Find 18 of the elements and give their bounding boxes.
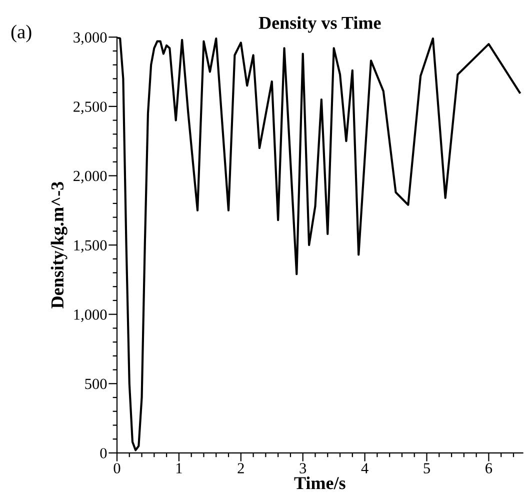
y-tick-label: 0 — [100, 448, 107, 458]
x-axis-title: Time/s — [294, 476, 346, 490]
x-tick-label: 1 — [176, 463, 182, 474]
y-axis-title: Density/kg.m^-3 — [50, 182, 68, 308]
y-tick-label: 3,000 — [74, 32, 107, 45]
y-tick-label: 1,500 — [74, 240, 107, 253]
x-tick-label: 6 — [486, 463, 492, 474]
y-tick-label: 2,000 — [74, 170, 107, 184]
y-tick-label: 500 — [85, 378, 107, 390]
y-tick-label: 2,500 — [74, 102, 107, 114]
x-tick-label: 0 — [114, 463, 120, 474]
x-tick-label: 5 — [424, 463, 430, 474]
x-tick-label: 4 — [361, 463, 368, 474]
chart-title: Density vs Time — [258, 16, 381, 33]
y-tick-label: 1,000 — [74, 309, 107, 322]
x-tick-label: 2 — [238, 463, 244, 474]
x-tick-label: 3 — [300, 463, 306, 474]
text: (a) — [11, 24, 32, 42]
